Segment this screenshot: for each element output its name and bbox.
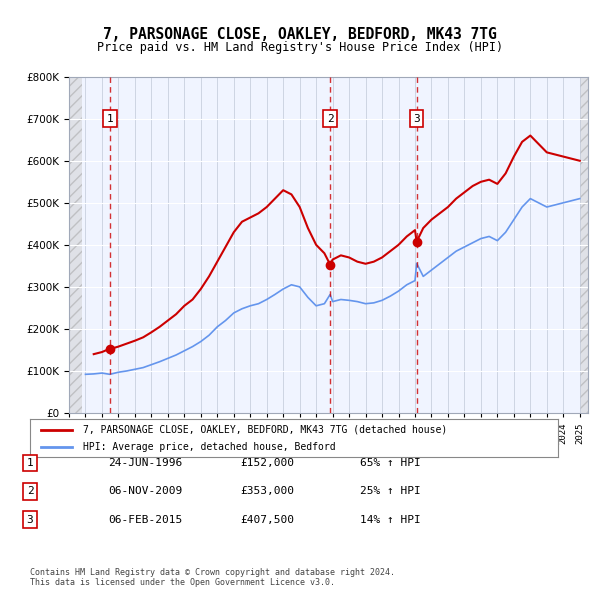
Text: 06-NOV-2009: 06-NOV-2009 — [108, 487, 182, 496]
Text: 65% ↑ HPI: 65% ↑ HPI — [360, 458, 421, 468]
Text: 2: 2 — [327, 114, 334, 124]
Bar — [580, 77, 588, 413]
Text: 14% ↑ HPI: 14% ↑ HPI — [360, 515, 421, 525]
Text: 06-FEB-2015: 06-FEB-2015 — [108, 515, 182, 525]
Text: Price paid vs. HM Land Registry's House Price Index (HPI): Price paid vs. HM Land Registry's House … — [97, 41, 503, 54]
Bar — [69, 77, 82, 413]
Text: 25% ↑ HPI: 25% ↑ HPI — [360, 487, 421, 496]
Text: HPI: Average price, detached house, Bedford: HPI: Average price, detached house, Bedf… — [83, 441, 335, 451]
Text: 3: 3 — [26, 515, 34, 525]
Text: 1: 1 — [106, 114, 113, 124]
Text: £353,000: £353,000 — [240, 487, 294, 496]
Text: £152,000: £152,000 — [240, 458, 294, 468]
Text: 2: 2 — [26, 487, 34, 496]
Text: 3: 3 — [413, 114, 420, 124]
Text: 1: 1 — [26, 458, 34, 468]
Text: 24-JUN-1996: 24-JUN-1996 — [108, 458, 182, 468]
Text: 7, PARSONAGE CLOSE, OAKLEY, BEDFORD, MK43 7TG: 7, PARSONAGE CLOSE, OAKLEY, BEDFORD, MK4… — [103, 27, 497, 41]
Text: Contains HM Land Registry data © Crown copyright and database right 2024.
This d: Contains HM Land Registry data © Crown c… — [30, 568, 395, 587]
Text: 7, PARSONAGE CLOSE, OAKLEY, BEDFORD, MK43 7TG (detached house): 7, PARSONAGE CLOSE, OAKLEY, BEDFORD, MK4… — [83, 425, 447, 435]
Text: £407,500: £407,500 — [240, 515, 294, 525]
